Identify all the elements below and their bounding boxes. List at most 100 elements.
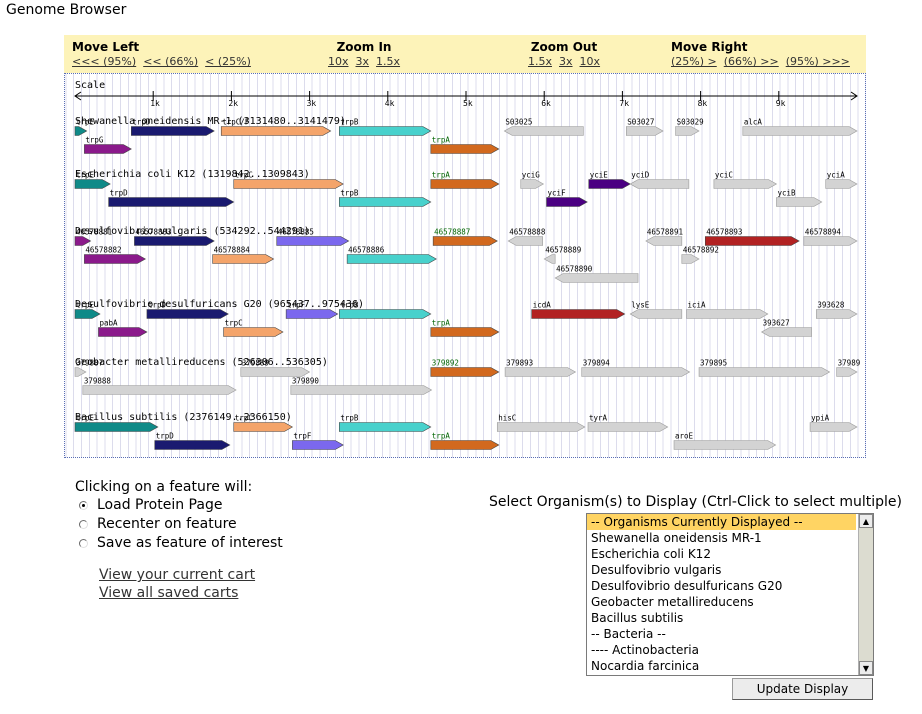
gene-feature-46578883[interactable] [134, 236, 215, 246]
organism-list-scrollbar[interactable]: ▲ ▼ [858, 514, 873, 675]
gene-feature-46578887[interactable] [432, 236, 498, 246]
organism-option[interactable]: ---- Actinobacteria [591, 643, 699, 657]
gene-feature-yciC[interactable] [713, 179, 778, 189]
gene-feature-icdA[interactable] [531, 309, 626, 319]
view-saved-carts-link[interactable]: View all saved carts [99, 585, 239, 601]
radio-load-protein-page[interactable] [79, 500, 88, 510]
gene-feature-yciE[interactable] [588, 179, 631, 189]
gene-feature-yciD[interactable] [629, 179, 690, 189]
gene-feature-iciA[interactable] [686, 309, 769, 319]
view-current-cart-link[interactable]: View your current cart [99, 567, 256, 583]
gene-feature-379895[interactable] [698, 367, 831, 377]
move-left-66-link[interactable]: << (66%) [143, 55, 199, 68]
organism-option[interactable]: Nocardia farcinica [591, 659, 700, 673]
gene-feature-379893[interactable] [504, 367, 577, 377]
gene-feature-trpA[interactable] [430, 327, 500, 337]
gene-feature-alcA[interactable] [742, 126, 858, 136]
gene-feature-trpE[interactable] [74, 126, 88, 136]
gene-feature-trpA[interactable] [430, 179, 500, 189]
gene-feature-trpC[interactable] [233, 179, 344, 189]
zoom-in-1-5x-link[interactable]: 1.5x [376, 55, 401, 68]
gene-feature-379889[interactable] [240, 367, 311, 377]
gene-feature-trpC/F[interactable] [220, 126, 332, 136]
organism-option[interactable]: -- Organisms Currently Displayed -- [587, 514, 856, 530]
gene-feature-trpD[interactable] [108, 197, 235, 207]
gene-feature-ypiA[interactable] [809, 422, 858, 432]
gene-feature-379888[interactable] [82, 385, 237, 395]
move-left-95-link[interactable]: <<< (95%) [72, 55, 137, 68]
gene-feature-trpE[interactable] [74, 179, 111, 189]
gene-feature-46578890[interactable] [554, 273, 639, 283]
gene-feature-aroE[interactable] [673, 440, 777, 450]
gene-feature-393627[interactable] [760, 327, 812, 337]
gene-feature-379892[interactable] [430, 367, 500, 377]
option-load-protein-page[interactable]: Load Protein Page [79, 497, 222, 513]
gene-feature-46578888[interactable] [507, 236, 543, 246]
gene-feature-trpF[interactable] [292, 440, 344, 450]
gene-feature-trpA[interactable] [430, 440, 500, 450]
organism-option[interactable]: -- Bacteria -- [591, 627, 666, 641]
gene-feature-trpG[interactable] [84, 144, 132, 154]
gene-feature-trpD[interactable] [131, 126, 215, 136]
gene-feature-yciB[interactable] [776, 197, 823, 207]
gene-feature-379890[interactable] [290, 385, 433, 395]
gene-feature-tyrA[interactable] [587, 422, 669, 432]
gene-feature-S03027[interactable] [626, 126, 664, 136]
gene-feature-37989[interactable] [836, 367, 858, 377]
gene-feature-379887[interactable] [74, 367, 87, 377]
scroll-down-icon[interactable]: ▼ [859, 661, 873, 675]
gene-feature-46578892[interactable] [681, 254, 700, 264]
gene-feature-S03025[interactable] [503, 126, 584, 136]
option-recenter-on-feature[interactable]: Recenter on feature [79, 516, 237, 532]
organism-option[interactable]: Geobacter metallireducens [591, 595, 754, 609]
gene-feature-yciG[interactable] [520, 179, 545, 189]
move-right-66-link[interactable]: (66%) >> [723, 55, 779, 68]
organism-option[interactable]: Desulfovibrio vulgaris [591, 563, 722, 577]
zoom-in-10x-link[interactable]: 10x [328, 55, 349, 68]
organism-option[interactable]: Desulfovibrio desulfuricans G20 [591, 579, 783, 593]
gene-feature-yciF[interactable] [546, 197, 588, 207]
gene-feature-trpB[interactable] [339, 309, 432, 319]
gene-feature-trpE[interactable] [74, 309, 101, 319]
gene-feature-393628[interactable] [816, 309, 858, 319]
gene-feature-46578885[interactable] [276, 236, 350, 246]
gene-feature-46578893[interactable] [704, 236, 800, 246]
gene-feature-379894[interactable] [581, 367, 691, 377]
gene-feature-trpB[interactable] [339, 197, 432, 207]
gene-feature-46578894[interactable] [803, 236, 858, 246]
gene-feature-trpB[interactable] [339, 422, 432, 432]
move-right-95-link[interactable]: (95%) >>> [785, 55, 850, 68]
zoom-out-3x-link[interactable]: 3x [559, 55, 573, 68]
gene-feature-yciA[interactable] [825, 179, 858, 189]
gene-feature-trpE[interactable] [74, 422, 159, 432]
gene-feature-46578881[interactable] [74, 236, 92, 246]
gene-feature-46578891[interactable] [645, 236, 683, 246]
update-display-button[interactable]: Update Display [732, 678, 873, 700]
move-right-25-link[interactable]: (25%) > [671, 55, 717, 68]
gene-feature-trpA[interactable] [430, 144, 500, 154]
gene-feature-trpB[interactable] [339, 126, 432, 136]
gene-feature-S03029[interactable] [675, 126, 700, 136]
gene-feature-46578882[interactable] [84, 254, 146, 264]
organism-option[interactable]: Escherichia coli K12 [591, 547, 711, 561]
zoom-out-10x-link[interactable]: 10x [579, 55, 601, 68]
gene-feature-trpF[interactable] [285, 309, 339, 319]
move-left-25-link[interactable]: < (25%) [205, 55, 251, 68]
organism-option[interactable]: Bacillus subtilis [591, 611, 684, 625]
zoom-out-1-5x-link[interactable]: 1.5x [528, 55, 553, 68]
option-save-feature-of-interest[interactable]: Save as feature of interest [79, 535, 283, 551]
gene-feature-trpD[interactable] [146, 309, 229, 319]
organism-select-list[interactable]: -- Organisms Currently Displayed -- Shewa… [586, 513, 874, 676]
gene-feature-46578884[interactable] [212, 254, 275, 264]
gene-feature-46578889[interactable] [543, 254, 556, 264]
gene-feature-pabA[interactable] [98, 327, 148, 337]
gene-feature-lysE[interactable] [629, 309, 683, 319]
gene-feature-trpC[interactable] [233, 422, 294, 432]
scroll-up-icon[interactable]: ▲ [859, 514, 873, 528]
radio-recenter-on-feature[interactable] [79, 519, 88, 529]
organism-option[interactable]: Shewanella oneidensis MR-1 [591, 531, 762, 545]
radio-save-feature-of-interest[interactable] [79, 538, 88, 548]
zoom-in-3x-link[interactable]: 3x [355, 55, 370, 68]
gene-feature-trpC[interactable] [223, 327, 284, 337]
gene-feature-trpD[interactable] [154, 440, 231, 450]
